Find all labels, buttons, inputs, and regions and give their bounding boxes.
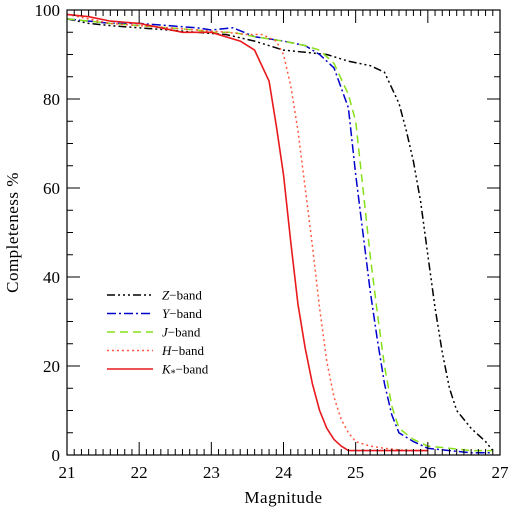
legend-label-0: Z−band: [162, 288, 202, 303]
series-line-1: [66, 18, 493, 454]
x-tick-label: 23: [203, 463, 220, 482]
plot-frame: [66, 9, 501, 456]
y-tick-label: 40: [43, 268, 60, 287]
x-axis-label: Magnitude: [244, 488, 322, 507]
series-line-2: [66, 18, 493, 452]
x-tick-label: 25: [347, 463, 364, 482]
y-tick-label: 100: [35, 1, 61, 20]
x-tick-label: 21: [59, 463, 76, 482]
series-line-3: [66, 13, 428, 452]
tick-labels: 21 22 23 24 25 26 27 0 20 40 60 80 100: [35, 1, 510, 482]
y-tick-label: 60: [43, 179, 60, 198]
x-tick-label: 22: [131, 463, 148, 482]
legend-label-1: Y−band: [162, 306, 202, 321]
legend-label-4: K*−band: [161, 362, 209, 380]
x-tick-label: 24: [275, 463, 293, 482]
y-axis-label: Completeness %: [3, 172, 22, 293]
series-line-4: [66, 13, 428, 452]
series-layer: [66, 13, 494, 454]
y-tick-label: 80: [43, 90, 60, 109]
x-tick-label: 27: [492, 463, 510, 482]
legend-label-3: H−band: [161, 343, 204, 358]
y-tick-label: 0: [52, 446, 61, 465]
y-tick-label: 20: [43, 357, 60, 376]
legend: Z−band Y−band J−band H−band K*−band: [107, 288, 209, 380]
ticks-layer: [66, 9, 501, 456]
series-line-0: [66, 18, 494, 452]
x-tick-label: 26: [419, 463, 436, 482]
legend-label-2: J−band: [162, 325, 201, 340]
